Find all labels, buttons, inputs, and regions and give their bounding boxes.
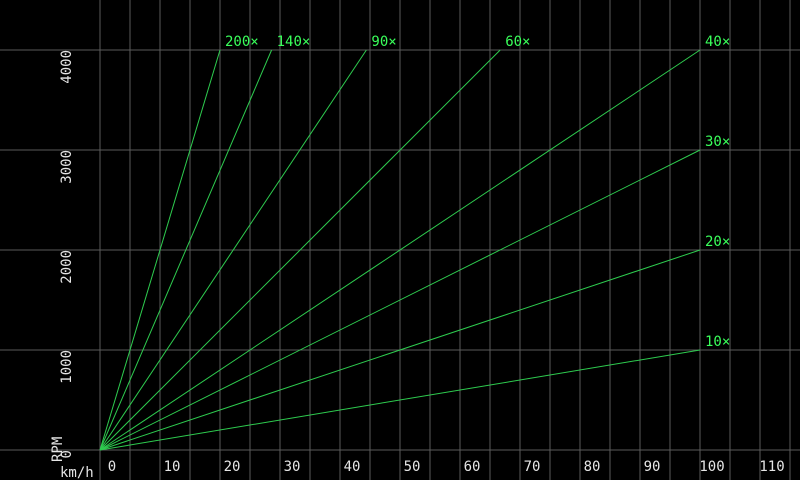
tick-layer: 0 10 20 30 40 50 60 70 80 90 100 110 0 1000 2000 3000 40… bbox=[59, 50, 785, 475]
series-layer bbox=[99, 49, 701, 451]
y-tick-label: 1000 bbox=[59, 350, 75, 384]
x-axis-label: km/h bbox=[60, 465, 94, 480]
x-tick-label: 90 bbox=[644, 459, 661, 475]
x-tick-label: 110 bbox=[759, 459, 784, 475]
y-tick-label: 0 bbox=[59, 450, 75, 458]
series-label: 200× bbox=[225, 34, 259, 50]
series-label: 60× bbox=[505, 34, 530, 50]
x-tick-label: 60 bbox=[464, 459, 481, 475]
x-tick-label: 80 bbox=[584, 459, 601, 475]
x-tick-label: 20 bbox=[224, 459, 241, 475]
series-label: 20× bbox=[705, 234, 730, 250]
y-tick-label: 2000 bbox=[59, 250, 75, 284]
series-line bbox=[99, 49, 221, 451]
series-line bbox=[99, 349, 701, 451]
series-line bbox=[99, 49, 501, 451]
series-line bbox=[99, 49, 273, 451]
x-tick-label: 100 bbox=[699, 459, 724, 475]
y-tick-label: 3000 bbox=[59, 150, 75, 184]
y-tick-label: 4000 bbox=[59, 50, 75, 84]
x-tick-label: 30 bbox=[284, 459, 301, 475]
x-tick-label: 10 bbox=[164, 459, 181, 475]
series-label: 10× bbox=[705, 334, 730, 350]
series-line bbox=[99, 249, 701, 451]
series-line bbox=[99, 149, 701, 451]
x-tick-label: 70 bbox=[524, 459, 541, 475]
label-layer: 10× 20× 30× 40× 60× 90× 140× 200× bbox=[225, 34, 730, 350]
x-tick-label: 50 bbox=[404, 459, 421, 475]
series-label: 90× bbox=[371, 34, 396, 50]
series-label: 40× bbox=[705, 34, 730, 50]
series-label: 30× bbox=[705, 134, 730, 150]
y-axis-label: RPM bbox=[50, 437, 66, 462]
series-line bbox=[99, 49, 367, 451]
x-tick-label: 0 bbox=[108, 459, 116, 475]
series-label: 140× bbox=[277, 34, 311, 50]
x-tick-label: 40 bbox=[344, 459, 361, 475]
series-line bbox=[99, 49, 701, 451]
